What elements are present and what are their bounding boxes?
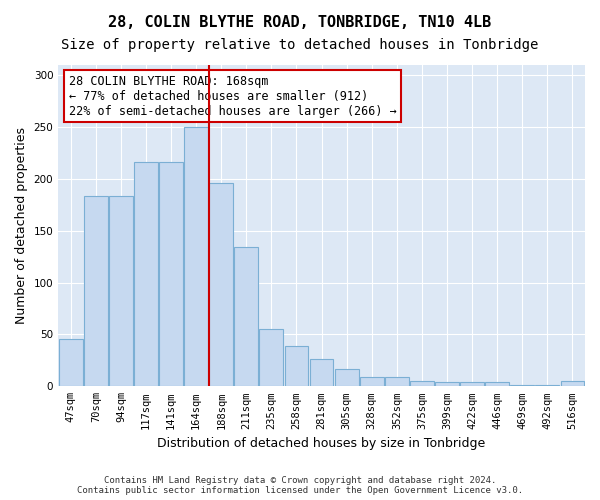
Bar bbox=[84, 196, 108, 386]
X-axis label: Distribution of detached houses by size in Tonbridge: Distribution of detached houses by size … bbox=[157, 437, 486, 450]
Bar bbox=[435, 382, 459, 386]
Bar bbox=[460, 382, 484, 386]
Bar bbox=[259, 330, 283, 386]
Bar bbox=[109, 196, 133, 386]
Text: 28 COLIN BLYTHE ROAD: 168sqm
← 77% of detached houses are smaller (912)
22% of s: 28 COLIN BLYTHE ROAD: 168sqm ← 77% of de… bbox=[69, 74, 397, 118]
Text: 28, COLIN BLYTHE ROAD, TONBRIDGE, TN10 4LB: 28, COLIN BLYTHE ROAD, TONBRIDGE, TN10 4… bbox=[109, 15, 491, 30]
Bar bbox=[360, 377, 383, 386]
Bar bbox=[560, 381, 584, 386]
Bar bbox=[284, 346, 308, 387]
Bar bbox=[410, 381, 434, 386]
Bar bbox=[134, 162, 158, 386]
Bar bbox=[485, 382, 509, 386]
Text: Contains HM Land Registry data © Crown copyright and database right 2024.
Contai: Contains HM Land Registry data © Crown c… bbox=[77, 476, 523, 495]
Bar bbox=[209, 183, 233, 386]
Text: Size of property relative to detached houses in Tonbridge: Size of property relative to detached ho… bbox=[61, 38, 539, 52]
Bar bbox=[159, 162, 183, 386]
Bar bbox=[335, 368, 359, 386]
Bar bbox=[385, 377, 409, 386]
Bar bbox=[184, 127, 208, 386]
Bar bbox=[310, 360, 334, 386]
Bar bbox=[59, 338, 83, 386]
Y-axis label: Number of detached properties: Number of detached properties bbox=[15, 127, 28, 324]
Bar bbox=[235, 248, 258, 386]
